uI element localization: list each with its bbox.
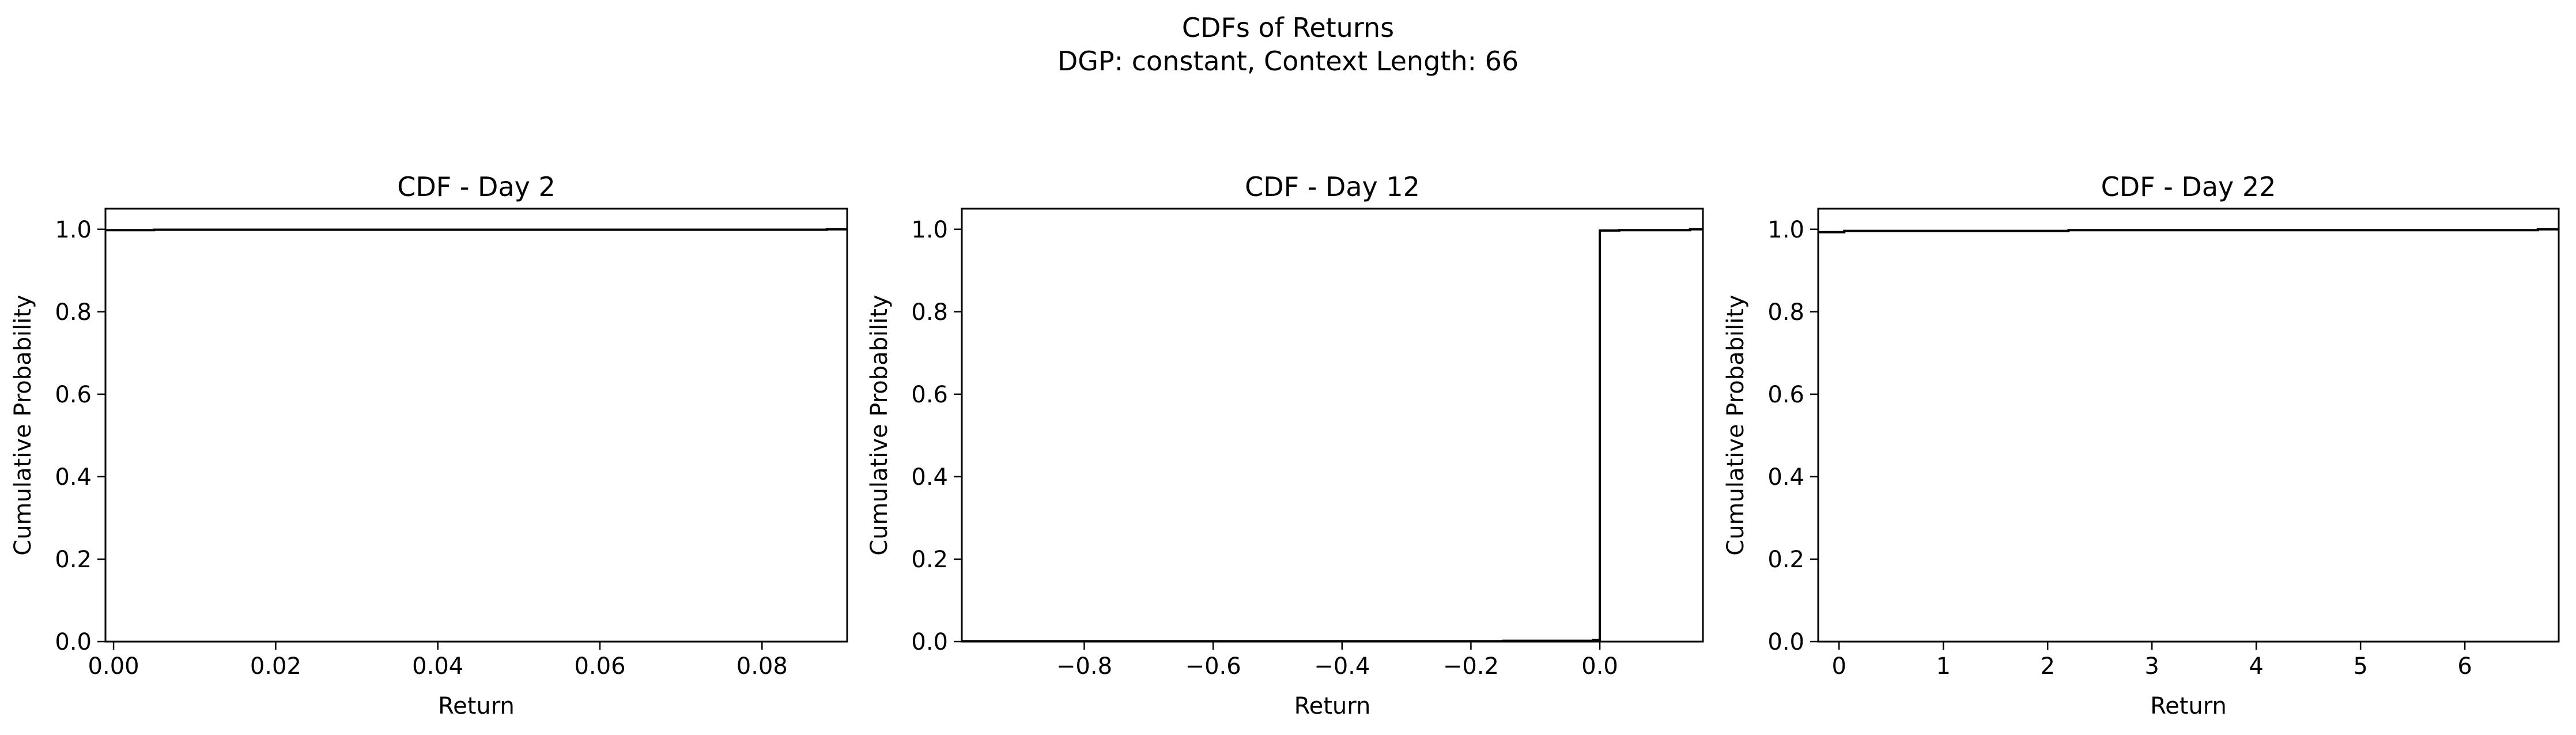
x-tick-label: 6 xyxy=(2457,653,2472,680)
x-tick-label: −0.4 xyxy=(1314,653,1370,680)
plot-area-frame xyxy=(1817,208,2560,643)
series-line xyxy=(1818,228,2559,233)
x-tick-label: 3 xyxy=(2144,653,2159,680)
y-tick-label: 1.0 xyxy=(1767,217,1804,243)
y-tick-label: 0.6 xyxy=(55,382,92,408)
y-tick-label: 1.0 xyxy=(911,217,948,243)
x-axis-label: Return xyxy=(2150,693,2227,719)
chart-title: CDF - Day 22 xyxy=(2101,171,2276,202)
x-tick-label: 0.04 xyxy=(412,653,463,680)
series-line xyxy=(105,228,847,232)
chart-panels: CDF - Day 20.00 0.02 0.04 0.06 0.080.00.20.4… xyxy=(10,171,2560,719)
x-tick-label: 0 xyxy=(1831,653,1846,680)
x-tick-label: 0.06 xyxy=(574,653,625,680)
plot-area-frame xyxy=(961,208,1704,643)
x-axis-label: Return xyxy=(438,693,515,719)
y-axis-label: Cumulative Probability xyxy=(10,295,36,555)
y-tick-label: 0.4 xyxy=(1767,464,1804,491)
chart-title: CDF - Day 2 xyxy=(397,171,556,202)
chart-panel-3: CDF - Day 22 0 1 2 3 4 5 6 0.0 0.2 0.4 0.6 0.8 1.0 Ret… xyxy=(1723,171,2560,719)
chart-panel-1: CDF - Day 2 0.00 0.02 0.04 0.06 0.08 0.0 0.2 0.4… xyxy=(10,171,848,719)
x-axis-label: Return xyxy=(1294,693,1371,719)
figure-suptitle-line1: CDFs of Returns xyxy=(1182,12,1394,43)
y-tick-label: 0.6 xyxy=(1767,382,1804,408)
y-axis-label: Cumulative Probability xyxy=(1723,295,1749,555)
y-tick-label: 1.0 xyxy=(55,217,92,243)
figure-suptitle-line2: DGP: constant, Context Length: 66 xyxy=(1057,46,1519,77)
series-line xyxy=(962,228,1703,643)
x-tick-label: 1 xyxy=(1936,653,1950,680)
x-tick-label: −0.8 xyxy=(1056,653,1112,680)
y-tick-label: 0.0 xyxy=(1767,629,1804,655)
y-axis-label: Cumulative Probability xyxy=(866,295,893,555)
y-tick-label: 0.2 xyxy=(55,546,92,573)
x-tick-label: −0.6 xyxy=(1185,653,1241,680)
x-tick-label: 0.00 xyxy=(88,653,139,680)
plot-area-frame xyxy=(104,208,848,643)
x-tick-label: 0.0 xyxy=(1581,653,1618,680)
x-tick-label: 0.08 xyxy=(736,653,788,680)
y-tick-label: 0.4 xyxy=(911,464,948,491)
y-tick-label: 0.2 xyxy=(911,546,948,573)
y-tick-label: 0.0 xyxy=(55,629,92,655)
x-tick-label: 0.02 xyxy=(250,653,301,680)
chart-panel-2: CDF - Day 12 −0.8 −0.6 −0.4 −0.2 0.0 0.0 0.2 0.4… xyxy=(866,171,1704,719)
chart-title: CDF - Day 12 xyxy=(1245,171,1420,202)
y-tick-label: 0.8 xyxy=(911,299,948,326)
y-tick-label: 0.4 xyxy=(55,464,92,491)
y-tick-label: 0.8 xyxy=(55,299,92,326)
x-tick-label: 2 xyxy=(2040,653,2054,680)
y-tick-label: 0.8 xyxy=(1767,299,1804,326)
x-tick-label: −0.2 xyxy=(1443,653,1499,680)
x-tick-label: 5 xyxy=(2353,653,2367,680)
y-tick-label: 0.2 xyxy=(1767,546,1804,573)
y-tick-label: 0.6 xyxy=(911,382,948,408)
x-tick-label: 4 xyxy=(2249,653,2263,680)
y-tick-label: 0.0 xyxy=(911,629,948,655)
